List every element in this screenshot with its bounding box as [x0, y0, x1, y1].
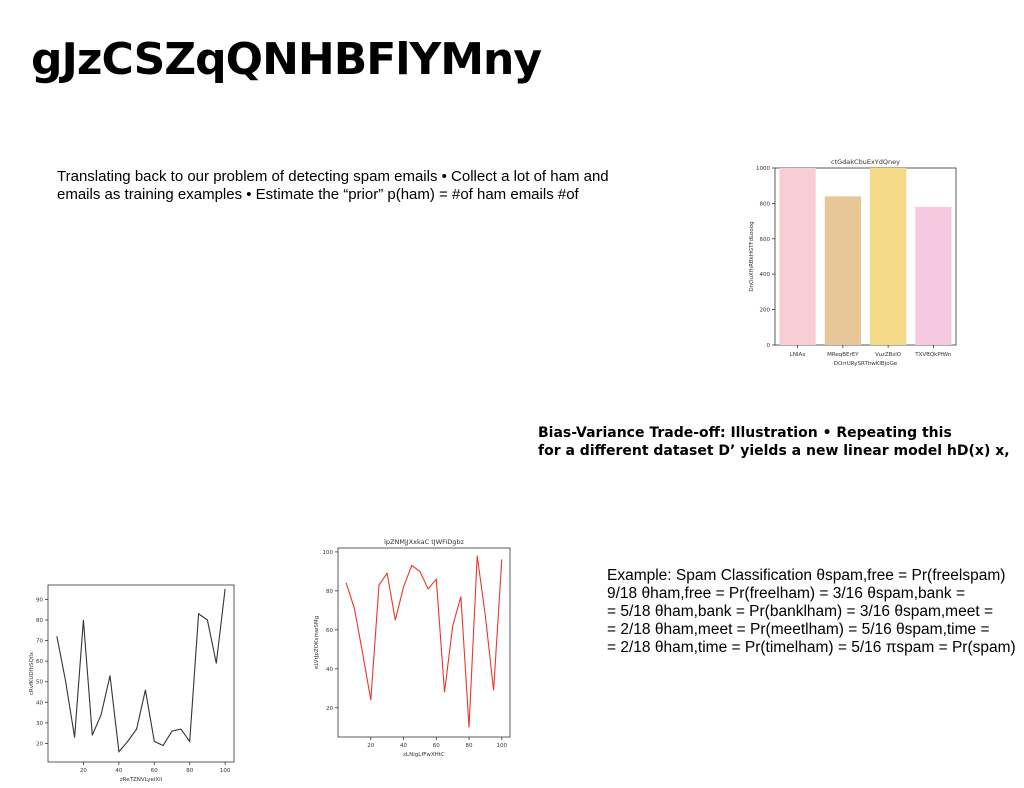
line-chart-red: 20 40 60 80 100 20 40 60 80 100 lpZNMjJXxkaC tJWFi…: [314, 538, 511, 758]
data-point: [444, 691, 445, 693]
y-tick-label: 40: [36, 700, 43, 706]
spam-classification-example: Example: Spam Classification θspam,free …: [607, 567, 1016, 656]
x-tick-label: 20: [367, 743, 374, 749]
data-point: [189, 741, 191, 742]
chart-title: lpZNMjJXxkaC tJWFiDgbz: [384, 538, 464, 546]
data-point: [468, 726, 470, 728]
y-axis-label: DnOuXfhRBkHGTFdLooog: [749, 221, 755, 291]
x-axis-label: zReTZNVLyeiXil: [120, 777, 163, 783]
y-tick-label: 600: [760, 237, 771, 243]
y-tick-label: 50: [36, 680, 43, 686]
y-tick-label: 400: [760, 272, 771, 278]
data-point: [427, 588, 429, 590]
data-point: [403, 586, 404, 588]
x-tick-label: TXVBQkPfWn: [914, 352, 952, 358]
y-tick-label: 70: [36, 639, 43, 645]
y-tick-label: 100: [323, 550, 334, 556]
data-point: [493, 689, 495, 691]
data-point: [460, 596, 462, 598]
x-tick-label: 100: [497, 743, 508, 749]
y-tick-label: 60: [36, 659, 43, 665]
y-axis-label: eLVrJpZOKsmwSMg: [314, 616, 320, 669]
bar: [779, 168, 816, 345]
y-tick-label: 0: [767, 343, 771, 349]
y-axis-label: cRvfKUDfhSQllx: [29, 651, 35, 695]
y-tick-label: 90: [36, 597, 43, 603]
data-point: [501, 559, 503, 561]
data-point: [100, 714, 102, 716]
data-point: [171, 730, 173, 732]
chart-title: ctGdakCbuExYdQney: [831, 158, 900, 166]
data-point: [411, 565, 413, 566]
y-tick-label: 20: [36, 741, 43, 747]
bar: [824, 196, 861, 345]
body-paragraph-spam-detection: Translating back to our problem of detec…: [57, 168, 609, 203]
y-tick-label: 30: [36, 721, 43, 727]
x-tick-label: 20: [80, 768, 87, 774]
series-line: [56, 589, 226, 754]
x-axis-label: DOrrURySRThwKlBjoGe: [834, 361, 898, 367]
bar: [915, 206, 952, 345]
x-tick-label: 40: [400, 743, 407, 749]
bias-variance-heading: Bias-Variance Trade-off: Illustration • …: [538, 425, 1010, 459]
data-point: [394, 619, 396, 621]
data-point: [162, 745, 164, 746]
x-tick-label: 60: [433, 743, 440, 749]
series-line: [345, 555, 503, 728]
x-tick-label: VuzZBslO: [875, 352, 902, 358]
data-point: [56, 636, 58, 637]
data-point: [370, 699, 372, 701]
data-point: [378, 584, 380, 586]
x-tick-label: 40: [115, 768, 122, 774]
y-tick-label: 80: [326, 589, 333, 595]
y-tick-label: 40: [326, 667, 333, 673]
data-point: [153, 741, 155, 742]
data-point: [65, 681, 67, 683]
data-point: [91, 734, 93, 736]
data-point: [386, 572, 388, 574]
page-title: gJzCSZqQNHBFlYMny: [31, 34, 542, 85]
line-chart-black: 20 40 60 80 100 20 30 40 50 60 70 80 90 zReTZNVLyeiXi…: [29, 584, 235, 783]
data-point: [485, 615, 486, 617]
x-tick-label: MReqBErEY: [827, 352, 859, 358]
data-point: [198, 613, 199, 615]
data-point: [207, 619, 208, 621]
x-tick-label: 80: [466, 743, 473, 749]
x-tick-label: 80: [186, 768, 193, 774]
data-point: [74, 736, 75, 738]
x-tick-label: LNlAx: [790, 352, 806, 358]
data-point: [215, 662, 217, 664]
y-tick-label: 60: [326, 628, 333, 634]
x-tick-label: 60: [151, 768, 158, 774]
y-tick-label: 1000: [756, 166, 770, 172]
data-point: [452, 625, 454, 627]
data-point: [353, 608, 355, 609]
data-point: [118, 751, 120, 753]
data-point: [136, 728, 137, 730]
data-point: [83, 619, 84, 621]
data-point: [362, 652, 363, 654]
data-point: [145, 689, 146, 691]
x-tick-label: 100: [220, 768, 231, 774]
data-point: [476, 555, 478, 557]
plot-frame: [47, 584, 235, 763]
y-tick-label: 200: [760, 308, 771, 314]
bar-chart: LNlAx MReqBErEY VuzZBslO TXVBQkPfWn 0 200 400 6…: [749, 158, 957, 367]
y-tick-label: 20: [326, 706, 333, 712]
data-point: [419, 570, 421, 572]
data-point: [345, 582, 347, 584]
data-point: [109, 675, 111, 676]
data-point: [435, 578, 437, 580]
y-tick-label: 800: [760, 201, 771, 207]
y-tick-label: 80: [36, 618, 43, 624]
data-point: [127, 741, 129, 742]
x-axis-label: zLNigLfFwXHtC: [403, 752, 445, 758]
plot-frame: [337, 547, 511, 738]
data-point: [180, 728, 182, 730]
data-point: [224, 588, 226, 590]
bar: [870, 168, 907, 345]
